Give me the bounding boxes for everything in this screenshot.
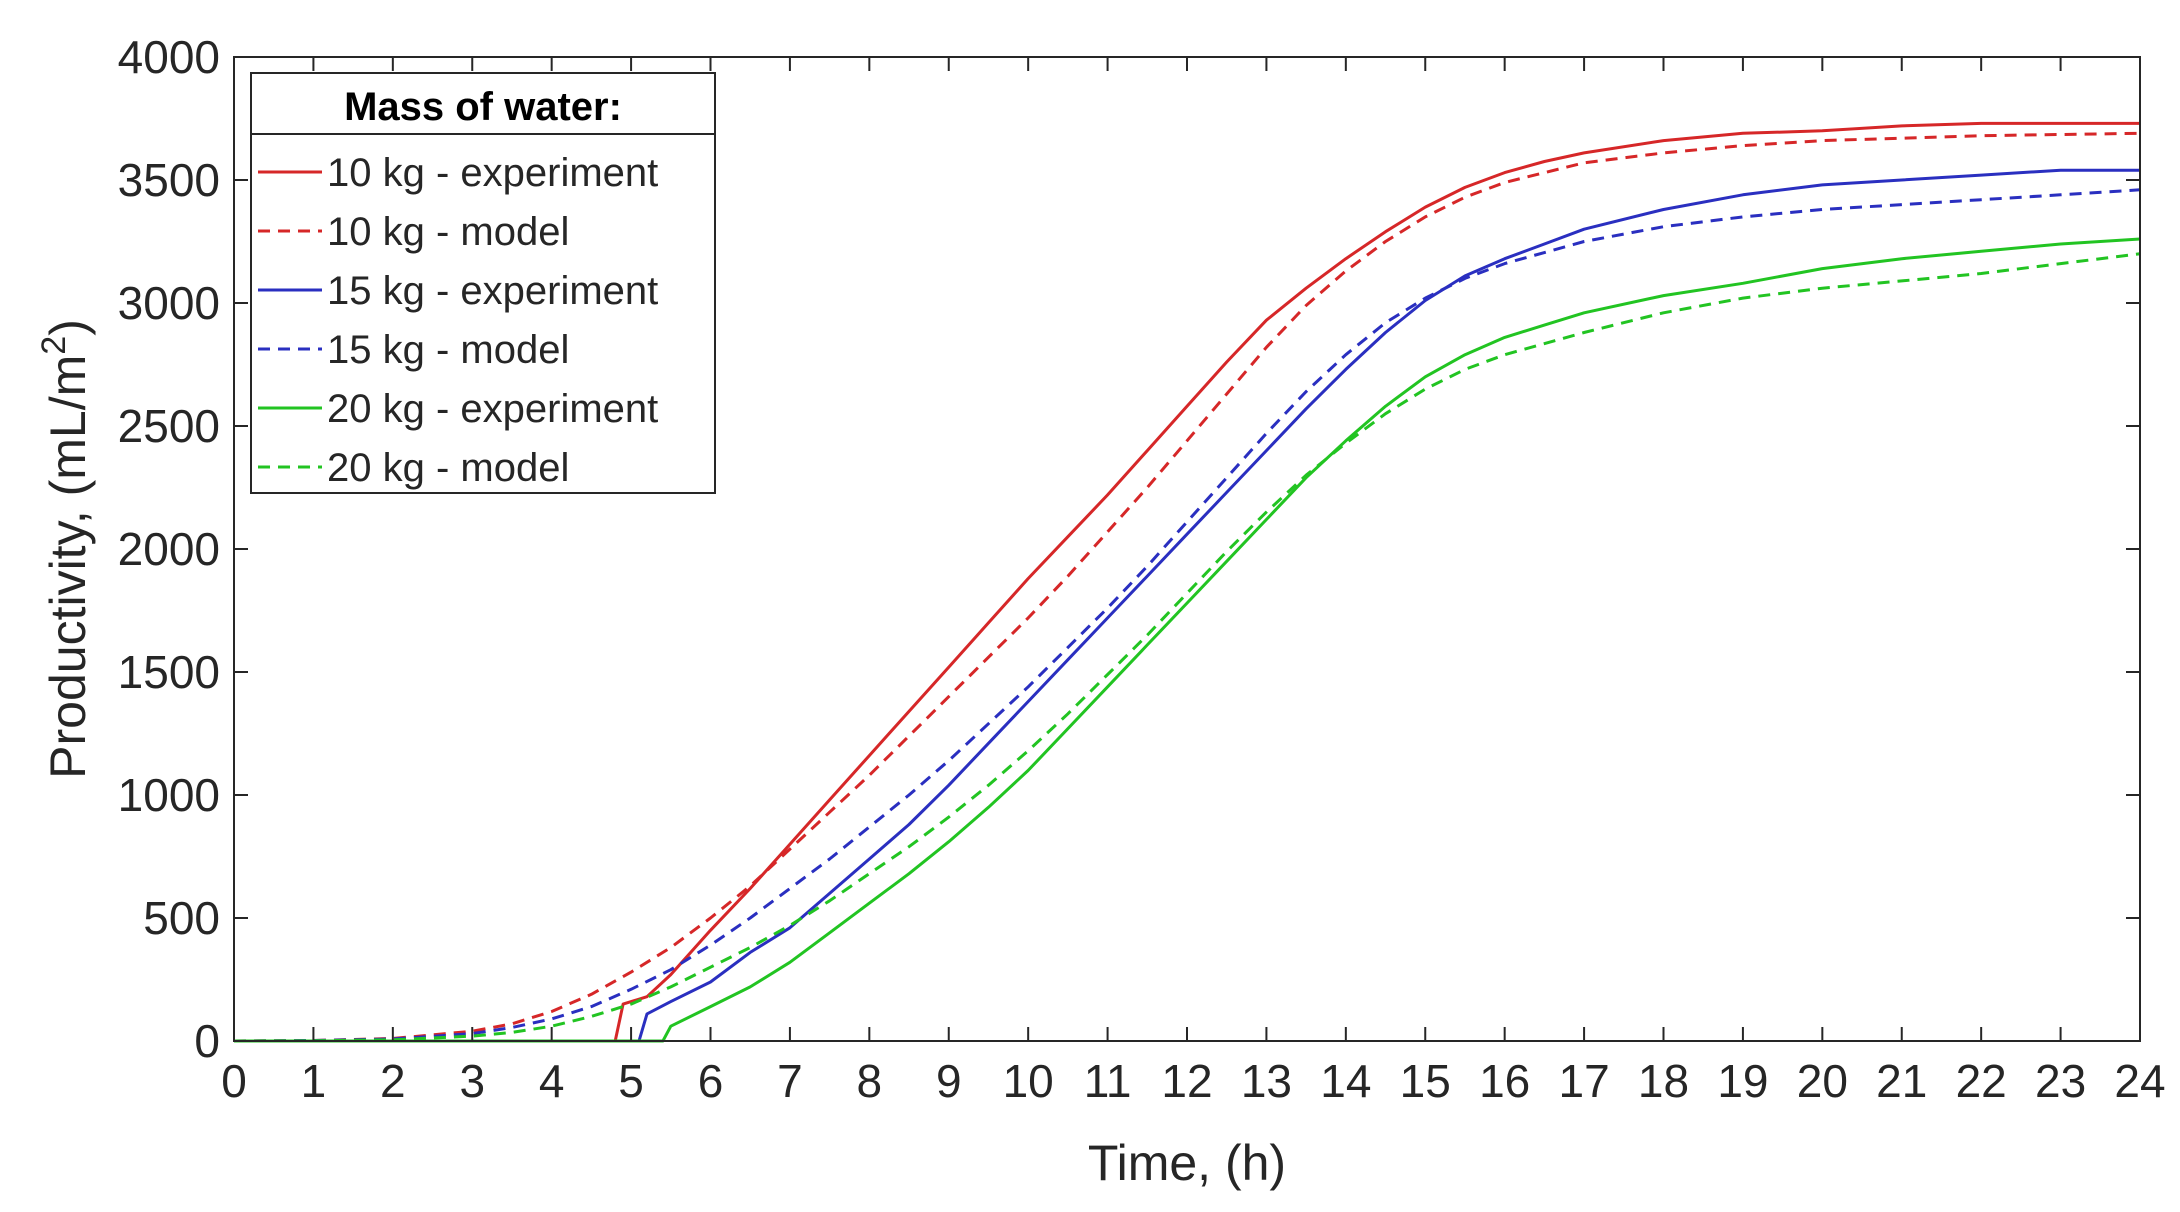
x-tick-label: 9 bbox=[936, 1055, 962, 1107]
series-10-kg-model-line bbox=[233, 131, 2141, 1043]
legend-entries: 10 kg - experiment 10 kg - model 15 kg - e… bbox=[258, 151, 658, 490]
x-tick-label: 4 bbox=[539, 1055, 565, 1107]
legend-label-20-kg-model: 20 kg - model bbox=[327, 446, 569, 490]
y-tick-label: 3000 bbox=[118, 277, 220, 329]
x-tick-label: 14 bbox=[1320, 1055, 1371, 1107]
y-tick-label: 1000 bbox=[118, 769, 220, 821]
ticks: 0 1 2 3 4 5 6 7 8 9 10 11 12 13 14 15 16 17 18 19 20 21 22 23 24… bbox=[118, 31, 2166, 1107]
y-tick-label: 3500 bbox=[118, 154, 220, 206]
legend-title: Mass of water: bbox=[344, 85, 622, 129]
legend-label-15-kg-experiment: 15 kg - experiment bbox=[327, 269, 658, 313]
x-tick-label: 0 bbox=[221, 1055, 247, 1107]
x-tick-label: 6 bbox=[698, 1055, 724, 1107]
series-15-kg-model-line bbox=[233, 188, 2141, 1043]
legend-box bbox=[250, 72, 716, 494]
y-axis-title-sup: 2 bbox=[35, 336, 73, 355]
x-tick-label: 12 bbox=[1161, 1055, 1212, 1107]
x-tick-label: 8 bbox=[857, 1055, 883, 1107]
legend-label-10-kg-experiment: 10 kg - experiment bbox=[327, 151, 658, 195]
x-tick-label: 5 bbox=[618, 1055, 644, 1107]
x-tick-label: 1 bbox=[301, 1055, 327, 1107]
y-tick-label: 500 bbox=[143, 892, 220, 944]
legend-label-15-kg-model: 15 kg - model bbox=[327, 328, 569, 372]
x-tick-label: 19 bbox=[1717, 1055, 1768, 1107]
x-tick-label: 23 bbox=[2035, 1055, 2086, 1107]
x-tick-label: 16 bbox=[1479, 1055, 1530, 1107]
series-lines bbox=[233, 121, 2141, 1043]
y-tick-label: 2500 bbox=[118, 400, 220, 452]
series-15-kg-experiment-line bbox=[234, 168, 2140, 1043]
series-10-kg-experiment-line bbox=[234, 121, 2140, 1043]
x-tick-label: 15 bbox=[1400, 1055, 1451, 1107]
series-20-kg-model-line bbox=[233, 252, 2141, 1043]
series-20-kg-experiment-line bbox=[234, 237, 2141, 1043]
x-tick-label: 24 bbox=[2114, 1055, 2165, 1107]
y-tick-label: 4000 bbox=[118, 31, 220, 83]
legend-label-10-kg-model: 10 kg - model bbox=[327, 210, 569, 254]
y-tick-label: 0 bbox=[194, 1015, 220, 1067]
x-tick-label: 17 bbox=[1558, 1055, 1609, 1107]
x-tick-label: 18 bbox=[1638, 1055, 1689, 1107]
x-tick-label: 13 bbox=[1241, 1055, 1292, 1107]
y-axis-title-main: Productivity, (mL/m bbox=[40, 355, 96, 779]
x-tick-label: 10 bbox=[1003, 1055, 1054, 1107]
legend-label-20-kg-experiment: 20 kg - experiment bbox=[327, 387, 658, 431]
x-tick-label: 22 bbox=[1956, 1055, 2007, 1107]
x-tick-label: 7 bbox=[777, 1055, 803, 1107]
y-tick-label: 2000 bbox=[118, 523, 220, 575]
x-axis-title: Time, (h) bbox=[1088, 1135, 1286, 1191]
y-tick-label: 1500 bbox=[118, 646, 220, 698]
x-tick-label: 2 bbox=[380, 1055, 406, 1107]
x-tick-label: 21 bbox=[1876, 1055, 1927, 1107]
x-tick-label: 11 bbox=[1084, 1055, 1132, 1107]
y-axis-title: Productivity, (mL/m2) bbox=[35, 319, 96, 779]
x-tick-label: 20 bbox=[1797, 1055, 1848, 1107]
y-axis-title-end: ) bbox=[40, 319, 96, 336]
x-tick-label: 3 bbox=[459, 1055, 485, 1107]
